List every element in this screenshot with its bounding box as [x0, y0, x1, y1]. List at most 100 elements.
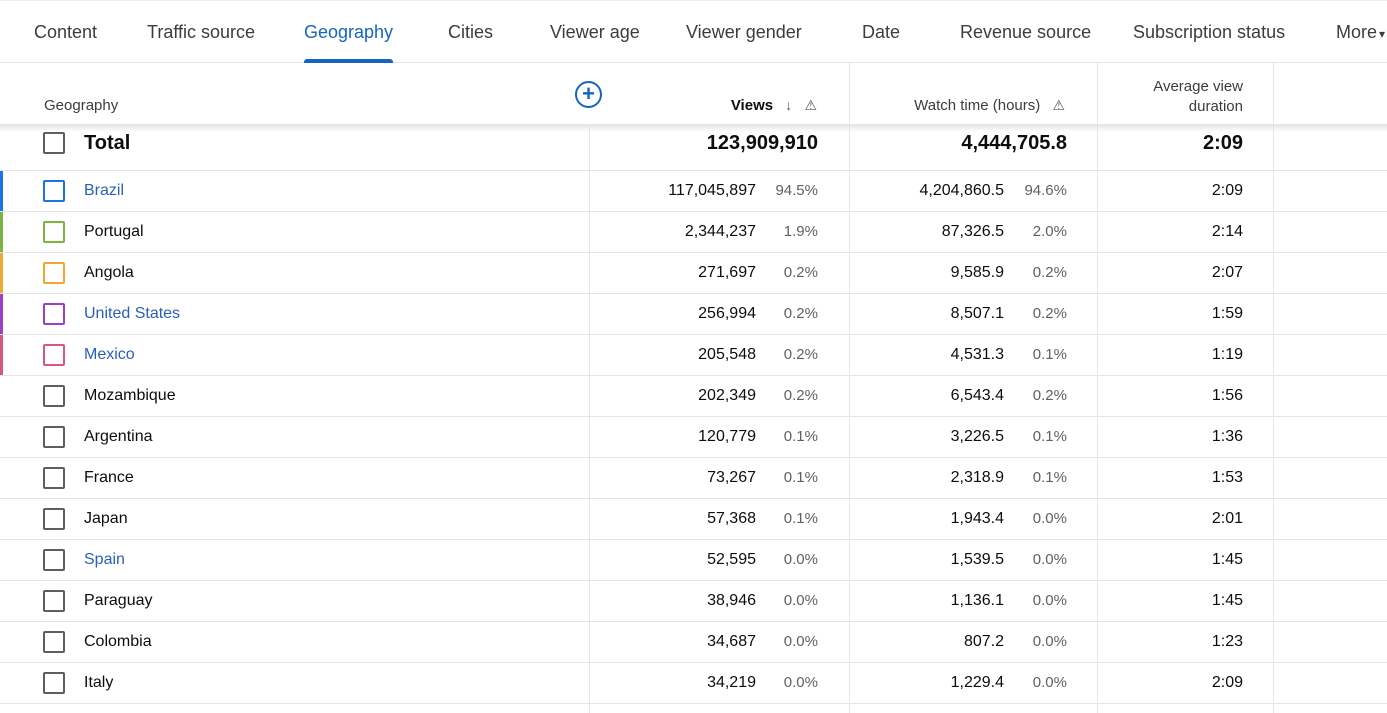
warning-icon: ⚠ — [1052, 97, 1065, 113]
watch-time-percent: 0.0% — [1032, 633, 1067, 650]
watch-time-value: 2,318.9 — [950, 469, 1004, 486]
watch-time-column-header[interactable]: Watch time (hours) ⚠ — [914, 97, 1065, 114]
country-name: Colombia — [84, 633, 152, 650]
views-value: 38,946 — [707, 592, 756, 609]
row-checkbox[interactable] — [43, 385, 65, 407]
watch-time-value: 8,507.1 — [950, 305, 1004, 322]
table-row: Paraguay 38,946 0.0% 1,136.1 0.0% 1:45 — [0, 581, 1387, 622]
watch-time-value: 1,943.4 — [950, 510, 1004, 527]
views-value: 117,045,897 — [668, 182, 756, 199]
views-value: 202,349 — [698, 387, 756, 404]
add-column-icon[interactable]: + — [575, 81, 602, 108]
tab-subscription-status[interactable]: Subscription status — [1133, 22, 1286, 42]
country-name[interactable]: Brazil — [84, 182, 125, 199]
views-percent: 0.2% — [783, 264, 818, 281]
views-header-label: Views — [730, 97, 774, 114]
views-percent: 94.5% — [775, 182, 818, 199]
watch-time-header-label: Watch time (hours) — [914, 97, 1041, 114]
watch-time-value: 3,226.5 — [950, 428, 1004, 445]
tab-traffic-source[interactable]: Traffic source — [147, 22, 256, 42]
tab-viewer-age[interactable]: Viewer age — [550, 22, 640, 42]
table-row: Mexico 205,548 0.2% 4,531.3 0.1% 1:19 — [0, 335, 1387, 376]
views-percent: 0.0% — [783, 633, 818, 650]
views-percent: 0.0% — [783, 592, 818, 609]
watch-time-percent: 0.2% — [1032, 305, 1067, 322]
tab-revenue-source[interactable]: Revenue source — [960, 22, 1092, 42]
country-name: Angola — [84, 264, 134, 281]
avg-duration-value: 1:45 — [1211, 592, 1243, 609]
watch-time-value: 1,136.1 — [950, 592, 1004, 609]
table-row: Portugal 2,344,237 1.9% 87,326.5 2.0% 2:14 — [0, 212, 1387, 253]
country-name: Italy — [84, 674, 114, 691]
watch-time-percent: 0.1% — [1032, 469, 1067, 486]
tab-viewer-gender[interactable]: Viewer gender — [686, 22, 802, 42]
series-color-bar — [0, 540, 3, 580]
total-label: Total — [84, 132, 131, 154]
avg-duration-value: 1:56 — [1211, 387, 1243, 404]
avg-duration-value: 1:19 — [1211, 346, 1243, 363]
total-checkbox[interactable] — [43, 132, 65, 154]
row-checkbox[interactable] — [43, 549, 65, 571]
row-checkbox[interactable] — [43, 344, 65, 366]
row-checkbox[interactable] — [43, 508, 65, 530]
column-divider — [849, 63, 850, 713]
country-name[interactable]: Spain — [84, 551, 125, 568]
watch-time-percent: 94.6% — [1024, 182, 1067, 199]
arrow-down-icon[interactable]: ↓ — [785, 97, 793, 113]
watch-time-percent: 0.0% — [1032, 674, 1067, 691]
tab-more-label: More — [1336, 22, 1378, 42]
watch-time-value: 6,543.4 — [950, 387, 1004, 404]
row-checkbox[interactable] — [43, 262, 65, 284]
column-divider — [1097, 63, 1098, 713]
country-name[interactable]: United States — [84, 305, 181, 322]
tab-date[interactable]: Date — [862, 22, 901, 42]
tab-geography[interactable]: Geography — [304, 1, 394, 63]
row-checkbox[interactable] — [43, 221, 65, 243]
total-avg-duration: 2:09 — [1202, 132, 1243, 154]
views-percent: 0.1% — [783, 428, 818, 445]
watch-time-value: 807.2 — [963, 633, 1004, 650]
row-checkbox[interactable] — [43, 467, 65, 489]
watch-time-value: 87,326.5 — [941, 223, 1004, 240]
row-checkbox[interactable] — [43, 631, 65, 653]
row-checkbox[interactable] — [43, 303, 65, 325]
total-views: 123,909,910 — [706, 132, 818, 154]
series-color-bar — [0, 581, 3, 621]
avg-duration-column-header[interactable]: Average view duration — [1153, 77, 1243, 117]
row-checkbox[interactable] — [43, 672, 65, 694]
series-color-bar — [0, 417, 3, 457]
watch-time-percent: 0.1% — [1032, 428, 1067, 445]
views-percent: 0.0% — [783, 674, 818, 691]
table-header: Geography + Views ↓ ⚠ Watch time (hours)… — [0, 63, 1387, 125]
country-name[interactable]: Mexico — [84, 346, 135, 363]
table-row: Angola 271,697 0.2% 9,585.9 0.2% 2:07 — [0, 253, 1387, 294]
tab-content[interactable]: Content — [34, 22, 98, 42]
row-checkbox[interactable] — [43, 180, 65, 202]
avg-duration-value: 1:59 — [1211, 305, 1243, 322]
views-value: 256,994 — [698, 305, 756, 322]
watch-time-value: 4,204,860.5 — [919, 182, 1004, 199]
table-row: Japan 57,368 0.1% 1,943.4 0.0% 2:01 — [0, 499, 1387, 540]
views-value: 34,219 — [707, 674, 756, 691]
table-row: Mozambique 202,349 0.2% 6,543.4 0.2% 1:56 — [0, 376, 1387, 417]
watch-time-percent: 0.0% — [1032, 592, 1067, 609]
row-checkbox[interactable] — [43, 590, 65, 612]
column-divider — [589, 124, 590, 713]
views-column-header[interactable]: Views ↓ ⚠ — [731, 97, 817, 114]
country-name: Portugal — [84, 223, 144, 240]
series-color-bar — [0, 499, 3, 539]
tab-more[interactable]: More ▾ — [1336, 1, 1385, 63]
country-name: Argentina — [84, 428, 153, 445]
avg-duration-value: 2:09 — [1211, 674, 1243, 691]
total-row: Total 123,909,910 4,444,705.8 2:09 — [0, 124, 1387, 171]
views-percent: 0.1% — [783, 510, 818, 527]
tab-cities[interactable]: Cities — [448, 22, 494, 42]
report-tabs: Content Traffic source Geography Cities … — [0, 0, 1387, 63]
avg-duration-value: 1:45 — [1211, 551, 1243, 568]
views-value: 271,697 — [698, 264, 756, 281]
avg-duration-value: 2:01 — [1211, 510, 1243, 527]
row-checkbox[interactable] — [43, 426, 65, 448]
views-value: 52,595 — [707, 551, 756, 568]
avg-duration-value: 2:09 — [1211, 182, 1243, 199]
table-row: Argentina 120,779 0.1% 3,226.5 0.1% 1:36 — [0, 417, 1387, 458]
